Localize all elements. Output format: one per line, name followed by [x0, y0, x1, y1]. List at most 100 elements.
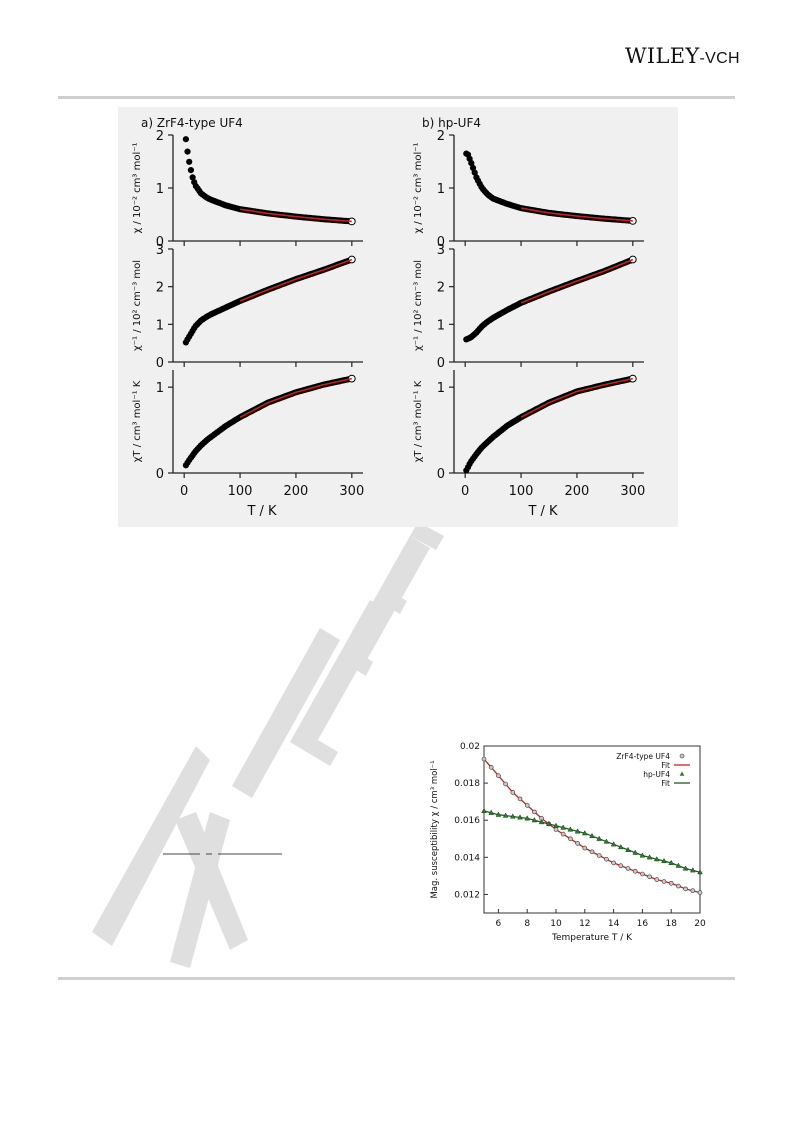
panel-a-bottom-xtick-label: 200	[284, 484, 309, 499]
panel-a-top-ylabel: χ / 10⁻² cm³ mol⁻¹	[132, 142, 143, 233]
panel-b-top-ytick-label: 1	[437, 182, 445, 197]
panel-a-bottom-ylabel: χT / cm³ mol⁻¹ K	[132, 380, 143, 462]
panel-a-middle-measured-series	[182, 255, 356, 346]
inset-ytick-label: 0.02	[460, 742, 480, 752]
inset-zrf4-point	[568, 836, 573, 842]
inset-ytick-label: 0.016	[454, 816, 480, 826]
panel-a-middle-ytick-label: 1	[156, 318, 164, 333]
panel-a-bottom-xlabel: T / K	[246, 504, 277, 519]
inset-hp-point	[581, 830, 588, 836]
panel-a-bottom-ytick-label: 0	[156, 467, 164, 482]
watermark-letter-w3	[175, 812, 248, 950]
inset-zrf4-point	[517, 796, 523, 802]
panel-b-middle-measured-series	[463, 255, 637, 343]
inset-zrf4-point	[582, 845, 588, 851]
panel-b-top-ylabel: χ / 10⁻² cm³ mol⁻¹	[413, 142, 424, 233]
panel-b-top-ytick-label: 2	[437, 129, 445, 144]
inset-hp-point	[481, 807, 487, 813]
inset-legend-marker	[679, 753, 685, 759]
inset-zrf4-point	[510, 790, 516, 795]
panel-a-bottom: 0 1 0 100 200 300 χT / cm³ mol⁻¹ K T / K	[132, 370, 364, 519]
inset-hp-point	[545, 820, 552, 826]
inset-hp-point	[488, 809, 495, 815]
inset-xtick-label: 16	[637, 919, 649, 929]
inset-hp-point	[567, 826, 574, 832]
inset-hp-point	[632, 849, 639, 855]
inset-ylabel: Mag. susceptibility χ / cm³ mol⁻¹	[430, 760, 440, 898]
inset-zrf4-point	[661, 879, 667, 884]
panel-b-top-ytick-label: 0	[437, 235, 445, 250]
inset-legend-label: Fit	[661, 779, 670, 788]
inset-zrf4-point	[488, 764, 494, 770]
panel-b-middle-fit-line	[520, 258, 634, 304]
panel-b-top-data-point	[471, 169, 478, 176]
panel-b-bottom-fit-line	[520, 377, 633, 418]
panel-b-bottom-xlabel: T / K	[527, 504, 558, 519]
publisher-sep: -	[699, 50, 706, 67]
inset-hp-point	[560, 824, 567, 830]
panel-a-bottom-xtick-label: 0	[180, 484, 188, 499]
inset-zrf4-point	[683, 886, 688, 892]
inset-fit-line-hp	[483, 810, 701, 873]
inset-hp-point	[603, 838, 610, 844]
inset-xtick-label: 6	[496, 919, 502, 929]
panel-a-top-ytick-label: 0	[156, 235, 164, 250]
inset-xtick-label: 10	[550, 919, 562, 929]
inset-legend-label: hp-UF4	[643, 770, 670, 779]
publisher-sub: VCH	[705, 50, 740, 67]
inset-legend-marker	[679, 771, 685, 776]
inset-xlabel: Temperature T / K	[551, 933, 633, 943]
panel-b-top: 0 1 2 χ / 10⁻² cm³ mol⁻¹ b) hp-UF4	[413, 116, 644, 250]
panel-b-top-fit-line	[520, 207, 633, 222]
inset-hp-point	[697, 869, 703, 875]
panel-b-middle-ytick-label: 0	[437, 356, 445, 371]
watermark-letter-e2	[410, 522, 444, 550]
panel-b-bottom-ytick-label: 0	[437, 467, 445, 482]
panel-a-middle-ytick-label: 3	[156, 243, 164, 258]
panel-a-middle-data-point	[347, 255, 356, 264]
panel-a-top-data-point	[182, 136, 189, 143]
publisher-logo: WILEY-VCH	[625, 44, 740, 68]
inset-zrf4-point	[668, 881, 674, 886]
inset-zrf4-point	[632, 868, 638, 874]
panel-b-bottom-ytick-label: 1	[437, 381, 445, 396]
panel-b-top-data-point	[468, 160, 475, 167]
inset-hp-point	[524, 815, 531, 821]
inset-zrf4-point	[625, 866, 631, 871]
inset-hp-point	[531, 817, 538, 823]
inset-zrf4-point	[697, 890, 703, 895]
panel-a-middle-ylabel: χ⁻¹ / 10² cm⁻³ mol	[132, 260, 143, 351]
inset-zrf4-point	[596, 853, 602, 858]
inset-zrf4-point	[481, 756, 487, 762]
inset-zrf4-point	[690, 888, 696, 893]
inset-hp-point	[617, 843, 624, 850]
panel-a-bottom-ytick-label: 1	[156, 381, 164, 396]
panel-a-bottom-xtick-label: 300	[339, 484, 364, 499]
inset-hp-point	[509, 813, 516, 819]
inset-hp-point	[596, 835, 603, 841]
panel-b-middle-ytick-label: 2	[437, 281, 445, 296]
panel-a-top-data-point	[189, 174, 196, 181]
panel-a-middle-fit-line	[239, 258, 353, 302]
inset-zrf4-point	[532, 809, 537, 815]
inset-hp-point	[689, 867, 696, 873]
panel-b-middle-ytick-label: 3	[437, 243, 445, 258]
panel-a-bottom-fit-line	[239, 377, 352, 418]
inset-zrf4-point	[640, 871, 645, 877]
panel-a-top-measured-series	[182, 136, 356, 226]
inset-hp-point	[538, 818, 545, 825]
header-rule	[58, 96, 735, 99]
inset-hp-point	[653, 856, 660, 862]
inset-zrf4-point	[618, 863, 624, 868]
inset-hp-point	[682, 865, 689, 871]
panel-b-top-title: b) hp-UF4	[422, 116, 481, 130]
inset-xtick-label: 12	[579, 919, 590, 929]
panel-a-top-title: a) ZrF4-type UF4	[141, 116, 243, 130]
inset-xtick-label: 8	[524, 919, 530, 929]
inset-ytick-label: 0.012	[454, 890, 480, 900]
inset-hp-point	[553, 822, 559, 828]
inset-zrf4-point	[496, 773, 501, 779]
inset-zrf4-point	[553, 827, 559, 832]
panel-b-top-data-point	[469, 164, 477, 171]
watermark-letter-l2	[290, 728, 338, 766]
